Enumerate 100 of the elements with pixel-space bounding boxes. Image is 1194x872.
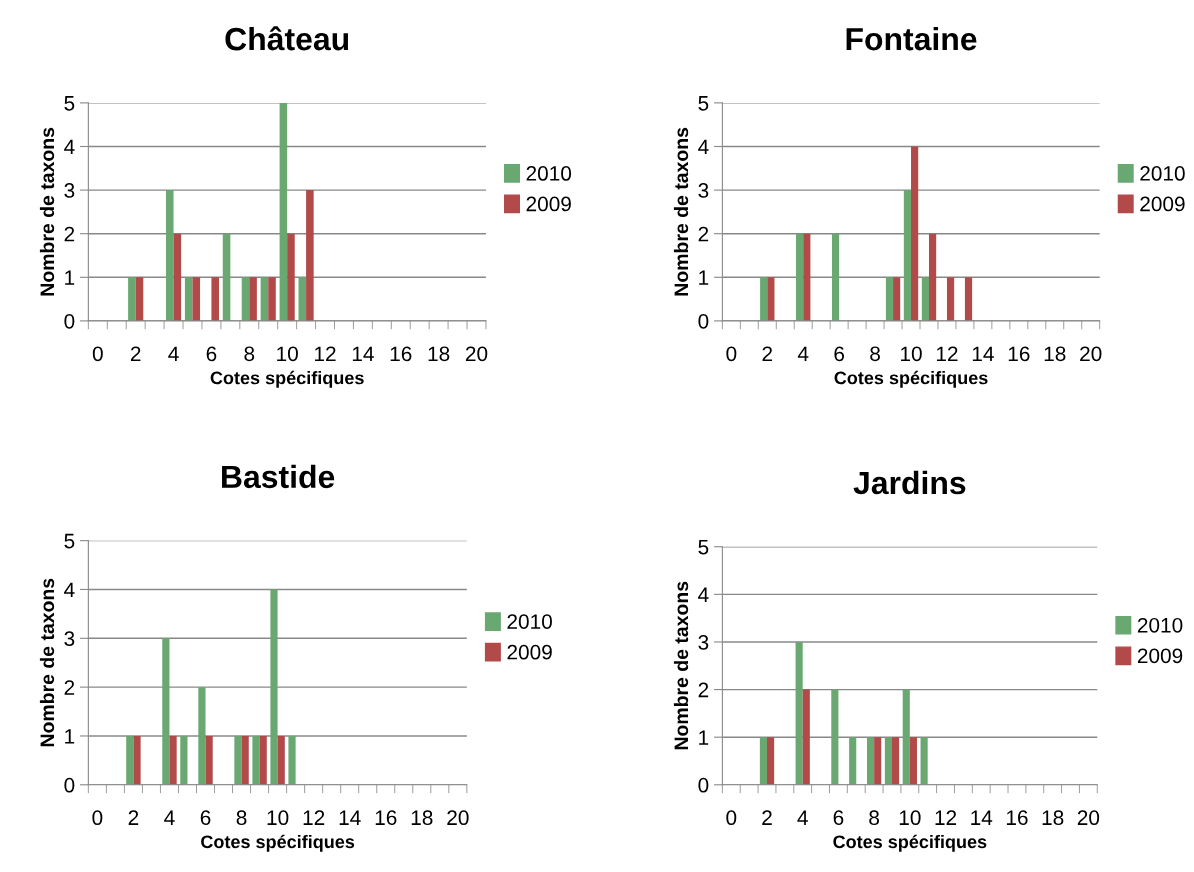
bar xyxy=(767,737,775,785)
x-tick-label: 20 xyxy=(1077,810,1100,826)
y-tick-label: 5 xyxy=(64,533,75,549)
x-tick-label: 16 xyxy=(1006,810,1028,826)
y-tick-label: 1 xyxy=(65,270,75,285)
bar xyxy=(279,102,288,321)
x-tick-label: 6 xyxy=(200,810,211,826)
y-axis-title: Nombre de taxons xyxy=(673,581,689,750)
bar xyxy=(902,689,910,785)
y-tick-label: 4 xyxy=(64,139,75,155)
bar xyxy=(964,277,973,321)
bar xyxy=(306,190,314,321)
chart-title: Jardins xyxy=(853,470,966,495)
y-axis-title: Nombre de taxons xyxy=(673,127,689,296)
x-tick-label: 16 xyxy=(1008,346,1030,362)
x-tick-label: 2 xyxy=(130,346,141,361)
y-axis-title: Nombre de taxons xyxy=(39,127,55,296)
x-tick-label: 10 xyxy=(899,810,921,826)
bar xyxy=(268,277,276,321)
bar xyxy=(802,689,810,785)
bar xyxy=(241,277,250,321)
y-tick-label: 0 xyxy=(698,313,709,329)
bar xyxy=(287,233,295,321)
bar xyxy=(874,737,882,785)
x-axis-title: Cotes spécifiques xyxy=(833,834,987,852)
bar xyxy=(884,737,892,785)
x-tick-label: 12 xyxy=(303,810,325,825)
x-tick-label: 10 xyxy=(901,346,922,362)
chart-title: Bastide xyxy=(222,464,335,489)
bar xyxy=(920,737,928,785)
y-tick-label: 1 xyxy=(699,730,709,745)
x-tick-label: 0 xyxy=(726,346,737,362)
bar xyxy=(249,277,257,321)
x-tick-label: 14 xyxy=(339,810,361,825)
bar xyxy=(803,233,811,321)
legend-label: 2009 xyxy=(1137,648,1183,664)
x-tick-label: 10 xyxy=(277,346,298,362)
y-tick-label: 0 xyxy=(64,777,75,793)
bar xyxy=(173,233,182,321)
bar xyxy=(921,277,929,321)
y-tick-label: 5 xyxy=(698,539,709,555)
y-tick-label: 4 xyxy=(698,587,709,602)
bar xyxy=(796,233,804,321)
y-tick-label: 5 xyxy=(698,96,709,111)
bar xyxy=(891,737,900,785)
bar xyxy=(259,735,267,785)
chart-title: Fontaine xyxy=(846,26,977,51)
bar xyxy=(277,735,285,785)
x-tick-label: 8 xyxy=(244,346,255,362)
y-tick-label: 2 xyxy=(64,226,75,242)
bar xyxy=(831,689,839,785)
x-tick-label: 16 xyxy=(375,810,397,826)
y-tick-label: 3 xyxy=(64,183,75,198)
bar xyxy=(767,277,775,321)
x-tick-label: 8 xyxy=(869,810,880,826)
bar xyxy=(831,233,840,321)
y-tick-label: 4 xyxy=(698,139,709,155)
x-tick-label: 14 xyxy=(352,346,374,361)
y-tick-label: 3 xyxy=(698,634,709,650)
y-tick-label: 4 xyxy=(64,582,75,598)
x-tick-label: 0 xyxy=(92,810,103,826)
x-tick-label: 2 xyxy=(762,346,773,361)
bar xyxy=(260,277,269,321)
bar xyxy=(849,737,857,785)
y-tick-label: 2 xyxy=(698,682,709,698)
bar xyxy=(184,277,193,321)
y-tick-label: 2 xyxy=(64,680,75,695)
legend-label: 2009 xyxy=(526,196,571,212)
x-tick-label: 20 xyxy=(447,810,469,826)
x-tick-label: 6 xyxy=(833,810,844,826)
bar xyxy=(893,277,901,321)
bar xyxy=(205,735,213,785)
bar xyxy=(135,277,144,321)
bar xyxy=(298,277,307,321)
x-tick-label: 18 xyxy=(411,810,433,826)
bar xyxy=(760,277,768,321)
x-tick-label: 4 xyxy=(797,346,809,361)
bar xyxy=(928,233,937,321)
bar xyxy=(211,277,219,321)
bar xyxy=(165,190,174,321)
x-tick-label: 18 xyxy=(428,346,450,362)
y-tick-label: 1 xyxy=(65,729,75,744)
x-tick-label: 4 xyxy=(164,810,175,825)
y-tick-label: 3 xyxy=(698,183,709,198)
y-axis-title: Nombre de taxons xyxy=(39,578,55,747)
legend-label: 2010 xyxy=(507,614,552,629)
y-tick-label: 1 xyxy=(699,270,709,285)
bar xyxy=(128,277,136,321)
bar xyxy=(192,277,201,321)
y-tick-label: 0 xyxy=(698,777,709,793)
bar xyxy=(909,737,917,785)
bar xyxy=(946,277,955,321)
bar xyxy=(180,735,188,785)
x-tick-label: 18 xyxy=(1044,346,1066,362)
x-tick-label: 0 xyxy=(726,810,737,826)
x-tick-label: 0 xyxy=(92,346,103,362)
x-axis-title: Cotes spécifiques xyxy=(201,834,355,852)
bar xyxy=(133,735,141,785)
x-tick-label: 16 xyxy=(390,346,412,362)
x-tick-label: 12 xyxy=(935,810,957,825)
